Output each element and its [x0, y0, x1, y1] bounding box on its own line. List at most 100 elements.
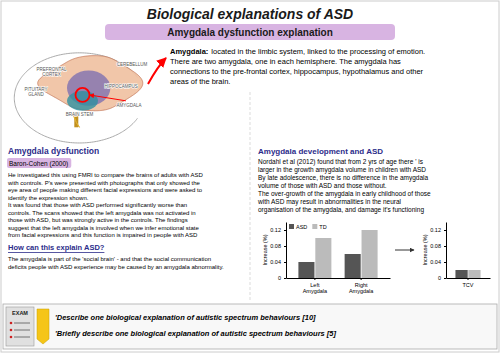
tick-label: 0.08	[430, 243, 441, 249]
section-header: How can this explain ASD?	[8, 243, 105, 252]
study-line: with controls. P's were presented with p…	[7, 180, 201, 186]
development-line: larger in the growth amygdala volume in …	[258, 166, 426, 174]
infographic: Biological explanations of ASDAmygdala d…	[0, 0, 500, 353]
explain-section: How can this explain ASD?The amygdala is…	[8, 243, 224, 270]
tick-mark	[314, 278, 315, 280]
exam-icon	[6, 307, 34, 346]
tick: 0.12	[270, 227, 286, 233]
icon-dot	[10, 322, 13, 325]
tick: 0.08	[270, 243, 286, 249]
amygdala-pointer	[90, 95, 126, 101]
study-line: It was found that those with ASD perform…	[8, 202, 187, 208]
tick: 0.12	[430, 227, 446, 233]
tick-mark	[444, 262, 446, 263]
study-label: Baron-Cohen (2000)	[9, 160, 68, 168]
tick: 0.08	[430, 243, 446, 249]
bar	[468, 270, 480, 278]
bars	[455, 270, 480, 278]
tick-mark	[444, 246, 446, 247]
x-axis: LeftAmygdala RightAmygdala	[287, 278, 391, 294]
tick-mark	[284, 278, 286, 279]
amygdala-line: areas of the brain.	[170, 77, 230, 86]
bars	[298, 230, 377, 278]
study-line: identify the expression shown.	[8, 195, 89, 201]
tick-label: 0.08	[270, 243, 281, 249]
bar	[345, 254, 361, 278]
legend-item: TD	[312, 224, 326, 230]
border	[1, 1, 499, 352]
legend-item: ASD	[289, 224, 307, 230]
study-line: He investigated this using FMRI to compa…	[8, 172, 203, 178]
study-line: controls. The scans showed that the left…	[8, 210, 196, 216]
exam-question: 'Describe one biological explanation of …	[55, 313, 316, 322]
study-line: suggest that the left amygdala is involv…	[8, 225, 199, 231]
pencil	[37, 309, 49, 344]
x-axis: TCV	[447, 278, 491, 288]
tick-label-line: TCV	[463, 282, 474, 288]
icon-line	[14, 330, 30, 331]
axis-line	[287, 278, 391, 279]
development-line: with ASD may result in abnormalities in …	[257, 198, 402, 206]
dysfunction-section: Amygdala dysfunctionBaron-Cohen (2000)He…	[7, 146, 203, 238]
subtitle-background	[105, 24, 395, 40]
pointer-arrow	[148, 58, 166, 84]
icon-line	[14, 323, 30, 324]
legend-swatch	[312, 224, 317, 229]
tick-mark	[468, 278, 469, 280]
y-axis-title: Increase (%)	[422, 234, 428, 265]
development-line: volume of those with ASD and those witho…	[258, 182, 387, 189]
axis-line	[447, 278, 491, 279]
tick-label: LeftAmygdala	[303, 282, 328, 294]
tick-label: 0.12	[430, 227, 441, 233]
tick-label: TCV	[463, 282, 474, 288]
development-line: Nordahl et al (2012) found that from 2 y…	[258, 158, 424, 166]
development-section: Amygdala development and ASDNordahl et a…	[257, 147, 431, 214]
icon-dot	[10, 336, 13, 339]
tick-mark	[444, 230, 446, 231]
exam-question: 'Briefly describe one biological explana…	[55, 329, 337, 338]
divider	[250, 92, 251, 300]
exam-box: EXAM 'Describe one biological explanation…	[3, 304, 497, 349]
exam-icon-label: EXAM	[12, 310, 28, 316]
axis-line	[286, 223, 287, 279]
study-line: from facial expressions and this functio…	[8, 232, 198, 238]
development-line: The over-growth of the amygdala in early…	[258, 190, 431, 198]
amygdala-line: There are two amygdala, one in each hemi…	[170, 57, 401, 66]
brain-label: GLAND	[28, 92, 44, 97]
amygdala-highlight	[76, 88, 90, 102]
y-axis-title: Increase (%)	[262, 234, 268, 265]
tick: 0	[438, 275, 446, 281]
bar	[362, 230, 378, 278]
tick-label: 0.12	[270, 227, 281, 233]
exam-frame	[3, 304, 497, 349]
amygdala-header: Amygdala:	[170, 47, 208, 56]
icon-dot	[10, 329, 13, 332]
tick: RightAmygdala	[349, 278, 374, 294]
brain-label: AMYGDALA	[116, 103, 141, 108]
bar-chart: 00.040.080.12LeftAmygdalaRightAmygdalaIn…	[262, 223, 391, 294]
bar	[298, 262, 314, 278]
amygdala-line: located in the limbic system, linked to …	[211, 47, 425, 56]
study-label-background	[7, 158, 71, 168]
tick: TCV	[463, 278, 474, 288]
development-line: By late adolescence, there is no differe…	[258, 174, 428, 182]
underline	[8, 252, 104, 253]
tick-label-line: Amygdala	[303, 288, 328, 294]
legend: ASD TD	[289, 224, 327, 230]
tick-label: 0.04	[430, 259, 441, 265]
study-line: those with ASD, but was strongly active …	[8, 217, 188, 223]
tick-mark	[284, 246, 286, 247]
connector-arrow	[395, 250, 414, 251]
tick-mark	[361, 278, 362, 280]
amygdala-line: connections to the pre-frontal cortex, h…	[170, 67, 424, 76]
tick-label: RightAmygdala	[349, 282, 374, 294]
axis-line	[446, 223, 447, 279]
explain-line: deficits people with ASD experience may …	[8, 264, 224, 270]
brain-lower	[67, 91, 98, 111]
tick-label-line: Amygdala	[349, 288, 374, 294]
brain-label: HIPPOCAMPUS	[105, 84, 138, 89]
tick: 0.04	[270, 259, 286, 265]
brain-label: BRAIN STEM	[66, 112, 94, 117]
tick-label: 0.04	[270, 259, 281, 265]
brain-illustration: CEREBELLUMHIPPOCAMPUSPREFRONTALCORTEXBRA…	[14, 53, 147, 143]
